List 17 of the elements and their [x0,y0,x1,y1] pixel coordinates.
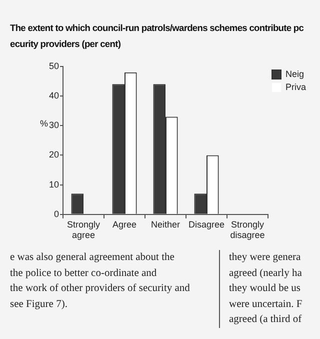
y-tick-label: 50 [48,60,60,71]
legend-label: Priva [285,82,306,92]
legend-label: Neig [285,68,304,79]
text: they were genera agreed (nearly ha they would be us were uncertain. F agreed (a third of [229,251,302,327]
y-tick-label: 30 [48,120,60,130]
x-tick-label: Disagree [188,219,225,230]
y-tick-label: 0 [54,208,60,219]
x-tick-label: Strongly disagree [230,219,265,240]
y-tick-label: 40 [48,90,60,100]
y-tick-label: 10 [48,179,60,190]
x-tick-label: Agree [112,219,137,230]
y-axis-title: % [40,118,48,128]
x-tick-label: Strongly agree [66,219,101,240]
y-tick-label: 20 [48,150,60,160]
text: e was also general agreement about the the police to better co-ordinate and the work of other providers of security and see Figure 7). [10,251,190,312]
chart-title: The extent to which council-run patrols/wardens schemes contribute pc ecurity providers (per cent) [10,22,304,51]
x-tick-label: Neither [150,219,180,230]
